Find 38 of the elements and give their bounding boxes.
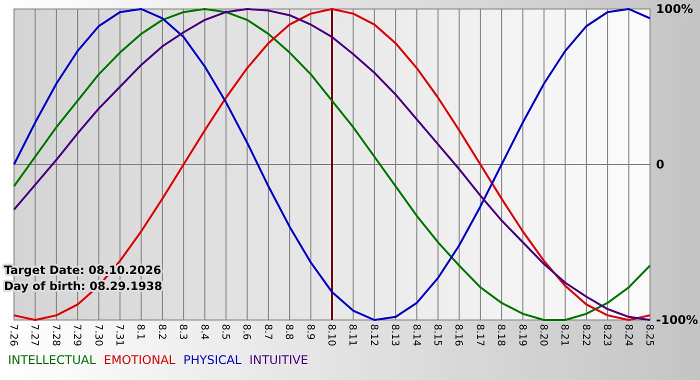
text: INTELLECTUAL [8, 353, 96, 367]
x-tick-label: 8.12 [368, 324, 379, 346]
x-tick-label: 8.8 [283, 324, 294, 340]
text: EMOTIONAL [104, 353, 176, 367]
x-tick-label: 7.30 [92, 324, 104, 346]
x-tick-label: 8.10 [326, 324, 336, 346]
x-tick-label: 8.6 [240, 324, 252, 340]
y-tick-label: -100% [656, 313, 698, 328]
text: INTUITIVE [249, 353, 308, 367]
x-tick-label: 8.4 [198, 324, 210, 340]
x-tick-label: 8.25 [644, 324, 654, 346]
x-tick-label: 8.14 [410, 324, 422, 346]
x-tick-label: 7.28 [50, 324, 61, 346]
x-tick-label: 7.31 [114, 324, 124, 346]
x-tick-label: 8.24 [622, 324, 634, 346]
x-tick-label: 8.18 [495, 324, 506, 346]
x-tick-label: 8.21 [558, 324, 570, 346]
x-tick-label: 8.11 [346, 324, 358, 346]
x-tick-label: 8.9 [304, 324, 316, 340]
x-tick-label: 8.13 [389, 324, 400, 346]
x-tick-label: 7.26 [8, 324, 18, 346]
x-tick-label: 8.7 [262, 324, 273, 340]
x-tick-label: 8.3 [177, 324, 188, 340]
x-tick-label: 8.15 [432, 324, 442, 346]
x-tick-label: 8.1 [134, 324, 146, 340]
x-tick-label: 7.27 [28, 324, 40, 346]
x-tick-label: 8.17 [474, 324, 485, 346]
x-tick-label: 8.20 [538, 324, 548, 346]
y-tick-label: 100% [656, 2, 694, 16]
x-tick-label: 8.5 [220, 324, 230, 340]
y-tick-label: 0 [656, 158, 664, 172]
text: PHYSICAL [183, 353, 242, 367]
x-tick-label: 8.23 [601, 324, 612, 346]
x-tick-label: 7.29 [71, 324, 82, 346]
x-tick-label: 8.16 [452, 324, 464, 346]
x-tick-label: 8.22 [580, 324, 591, 346]
x-tick-label: 8.19 [516, 324, 528, 346]
x-tick-label: 8.2 [156, 324, 167, 340]
